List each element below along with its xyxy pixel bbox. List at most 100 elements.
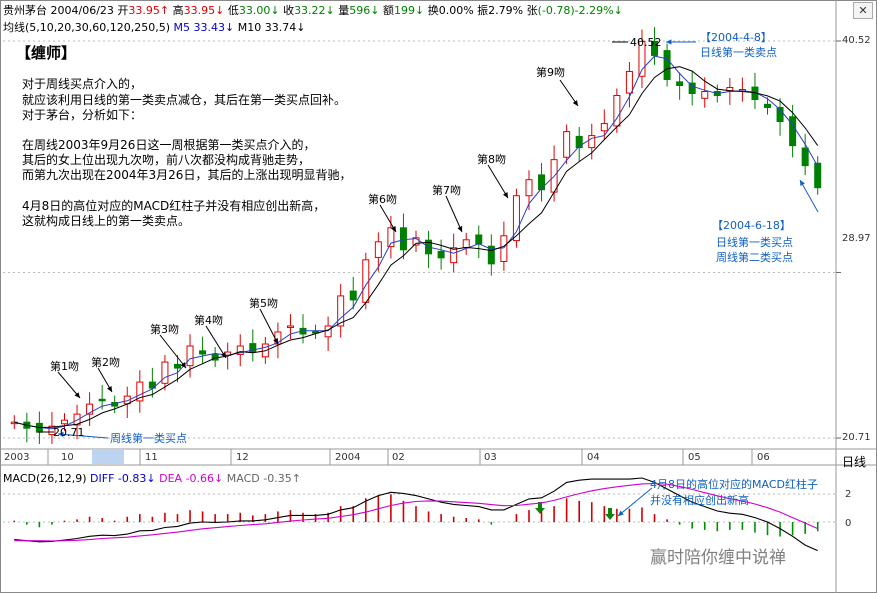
diff-line <box>14 477 818 552</box>
candle-body <box>337 295 345 327</box>
macd-label: MACD <box>226 472 260 485</box>
close-label: 收 <box>283 4 295 17</box>
kiss-arrow-7 <box>445 195 463 233</box>
x-tick: 2003 <box>4 452 30 463</box>
candle-body <box>48 425 56 436</box>
candle-body <box>399 227 407 251</box>
candle-body <box>512 195 520 242</box>
candle-body <box>374 241 382 258</box>
kiss-arrow-7-head <box>457 226 463 232</box>
note-line: 就应该利用日线的第一类卖点减仓，其后在第一类买点回补。 <box>22 93 347 107</box>
diff-value: -0.83↓ <box>117 472 156 485</box>
candle-body <box>575 135 583 149</box>
ma5-value: 33.43↓ <box>193 21 235 34</box>
low-value: 20.71 <box>53 426 85 439</box>
note-line: 4月8日的高位对应的MACD红柱子并没有相应创出新高， <box>22 199 326 213</box>
peak-value: 40.52 <box>630 36 662 49</box>
turnover-label: 换 <box>427 4 439 17</box>
dea-value: -0.66↓ <box>185 472 224 485</box>
candle-body <box>500 235 508 262</box>
candle-body <box>286 325 294 328</box>
candle-body <box>651 40 659 56</box>
candle-body <box>638 40 646 77</box>
volume-label: 量 <box>338 4 350 17</box>
selected-period-highlight <box>92 450 124 464</box>
high-label: 高 <box>172 4 184 17</box>
note-line: 而第九次出现在2004年3月26日，其后的上涨出现明显背驰， <box>22 168 352 182</box>
kiss-arrow-5-head <box>273 338 278 344</box>
x-tick: 2004 <box>335 452 361 463</box>
kiss-arrow-8 <box>487 164 509 199</box>
ma-params: 均线(5,10,20,30,60,120,250,5) <box>3 21 171 34</box>
kiss-arrow-6-head <box>391 226 396 232</box>
kiss-label-9: 第9吻 <box>536 66 565 79</box>
x-tick: 10 <box>61 452 74 463</box>
candle-body <box>362 259 370 303</box>
candle-body <box>412 237 420 246</box>
ma10-label: M10 <box>237 21 262 34</box>
macd-value: -0.35↑ <box>263 472 301 485</box>
x-tick: 02 <box>392 452 405 463</box>
dea-label: DEA <box>159 472 183 485</box>
note-line: 这就构成日线上的第一类卖点。 <box>22 214 191 228</box>
price-tick-high: 40.52 <box>842 35 871 46</box>
candle-body <box>600 123 608 132</box>
x-tick: 03 <box>484 452 497 463</box>
low-label: 低 <box>227 4 239 17</box>
price-tick-low: 20.71 <box>842 432 871 443</box>
candle-body <box>688 82 696 95</box>
june-arrow <box>799 179 819 213</box>
close-icon[interactable]: ✕ <box>853 2 873 19</box>
candle-body <box>625 70 633 94</box>
kiss-arrow-9-head <box>572 100 578 106</box>
candle-body <box>148 381 156 389</box>
kiss-label-5: 第5吻 <box>249 297 278 310</box>
price-tick-mid: 28.97 <box>842 233 871 244</box>
candle-body <box>475 234 483 245</box>
macd-note-arrow-head <box>618 510 624 516</box>
amplitude-value: 2.79% <box>488 4 524 17</box>
quote-date: 2004/06/23 <box>50 4 114 17</box>
june-arrow-head <box>800 180 805 186</box>
june-note-1: 日线第一类买点 <box>716 236 793 249</box>
peak-arrow-head <box>666 39 672 45</box>
kiss-label-6: 第6吻 <box>368 193 397 206</box>
period-label[interactable]: 日线 <box>842 455 867 469</box>
candle-body <box>73 413 81 426</box>
macd-marker-head <box>605 514 615 520</box>
watermark: 赢时陪你缠中说禅 <box>650 548 786 568</box>
x-tick: 11 <box>145 452 158 463</box>
macd-params: MACD(26,12,9) <box>3 472 87 485</box>
candle-body <box>249 343 257 353</box>
low-arrow <box>57 433 109 439</box>
x-tick: 05 <box>688 452 701 463</box>
ma5-label: M5 <box>173 21 191 34</box>
peak-note: 日线第一类卖点 <box>700 46 777 59</box>
kiss-arrow-1-head <box>74 392 80 398</box>
x-tick: 04 <box>587 452 600 463</box>
kiss-arrow-8-head <box>502 192 508 198</box>
volume-value: 596↓ <box>349 4 380 17</box>
note-line: 对于周线买点介入的， <box>22 77 143 91</box>
macd-note-1: 4月8日的高位对应的MACD红柱子 <box>650 478 818 491</box>
candle-body <box>776 107 784 123</box>
amplitude-label: 振 <box>477 4 489 17</box>
candle-body <box>173 363 181 369</box>
low-value: 33.00↓ <box>238 4 280 17</box>
candle-body <box>814 162 822 189</box>
candle-body <box>136 381 144 402</box>
ma10-line <box>14 66 819 429</box>
candle-body <box>676 81 684 86</box>
macd-marker <box>538 502 542 508</box>
macd-note-2: 并没有相应创出新高 <box>650 494 749 507</box>
kiss-arrow-4 <box>205 325 227 359</box>
ma10-value: 33.74↓ <box>264 21 306 34</box>
macd-tick-0: 0 <box>845 518 852 529</box>
high-value: 33.95↓ <box>183 4 225 17</box>
candle-body <box>98 398 106 402</box>
candle-body <box>764 103 772 109</box>
candle-body <box>324 325 332 338</box>
kiss-arrow-2-head <box>107 386 112 392</box>
candle-body <box>563 131 571 158</box>
